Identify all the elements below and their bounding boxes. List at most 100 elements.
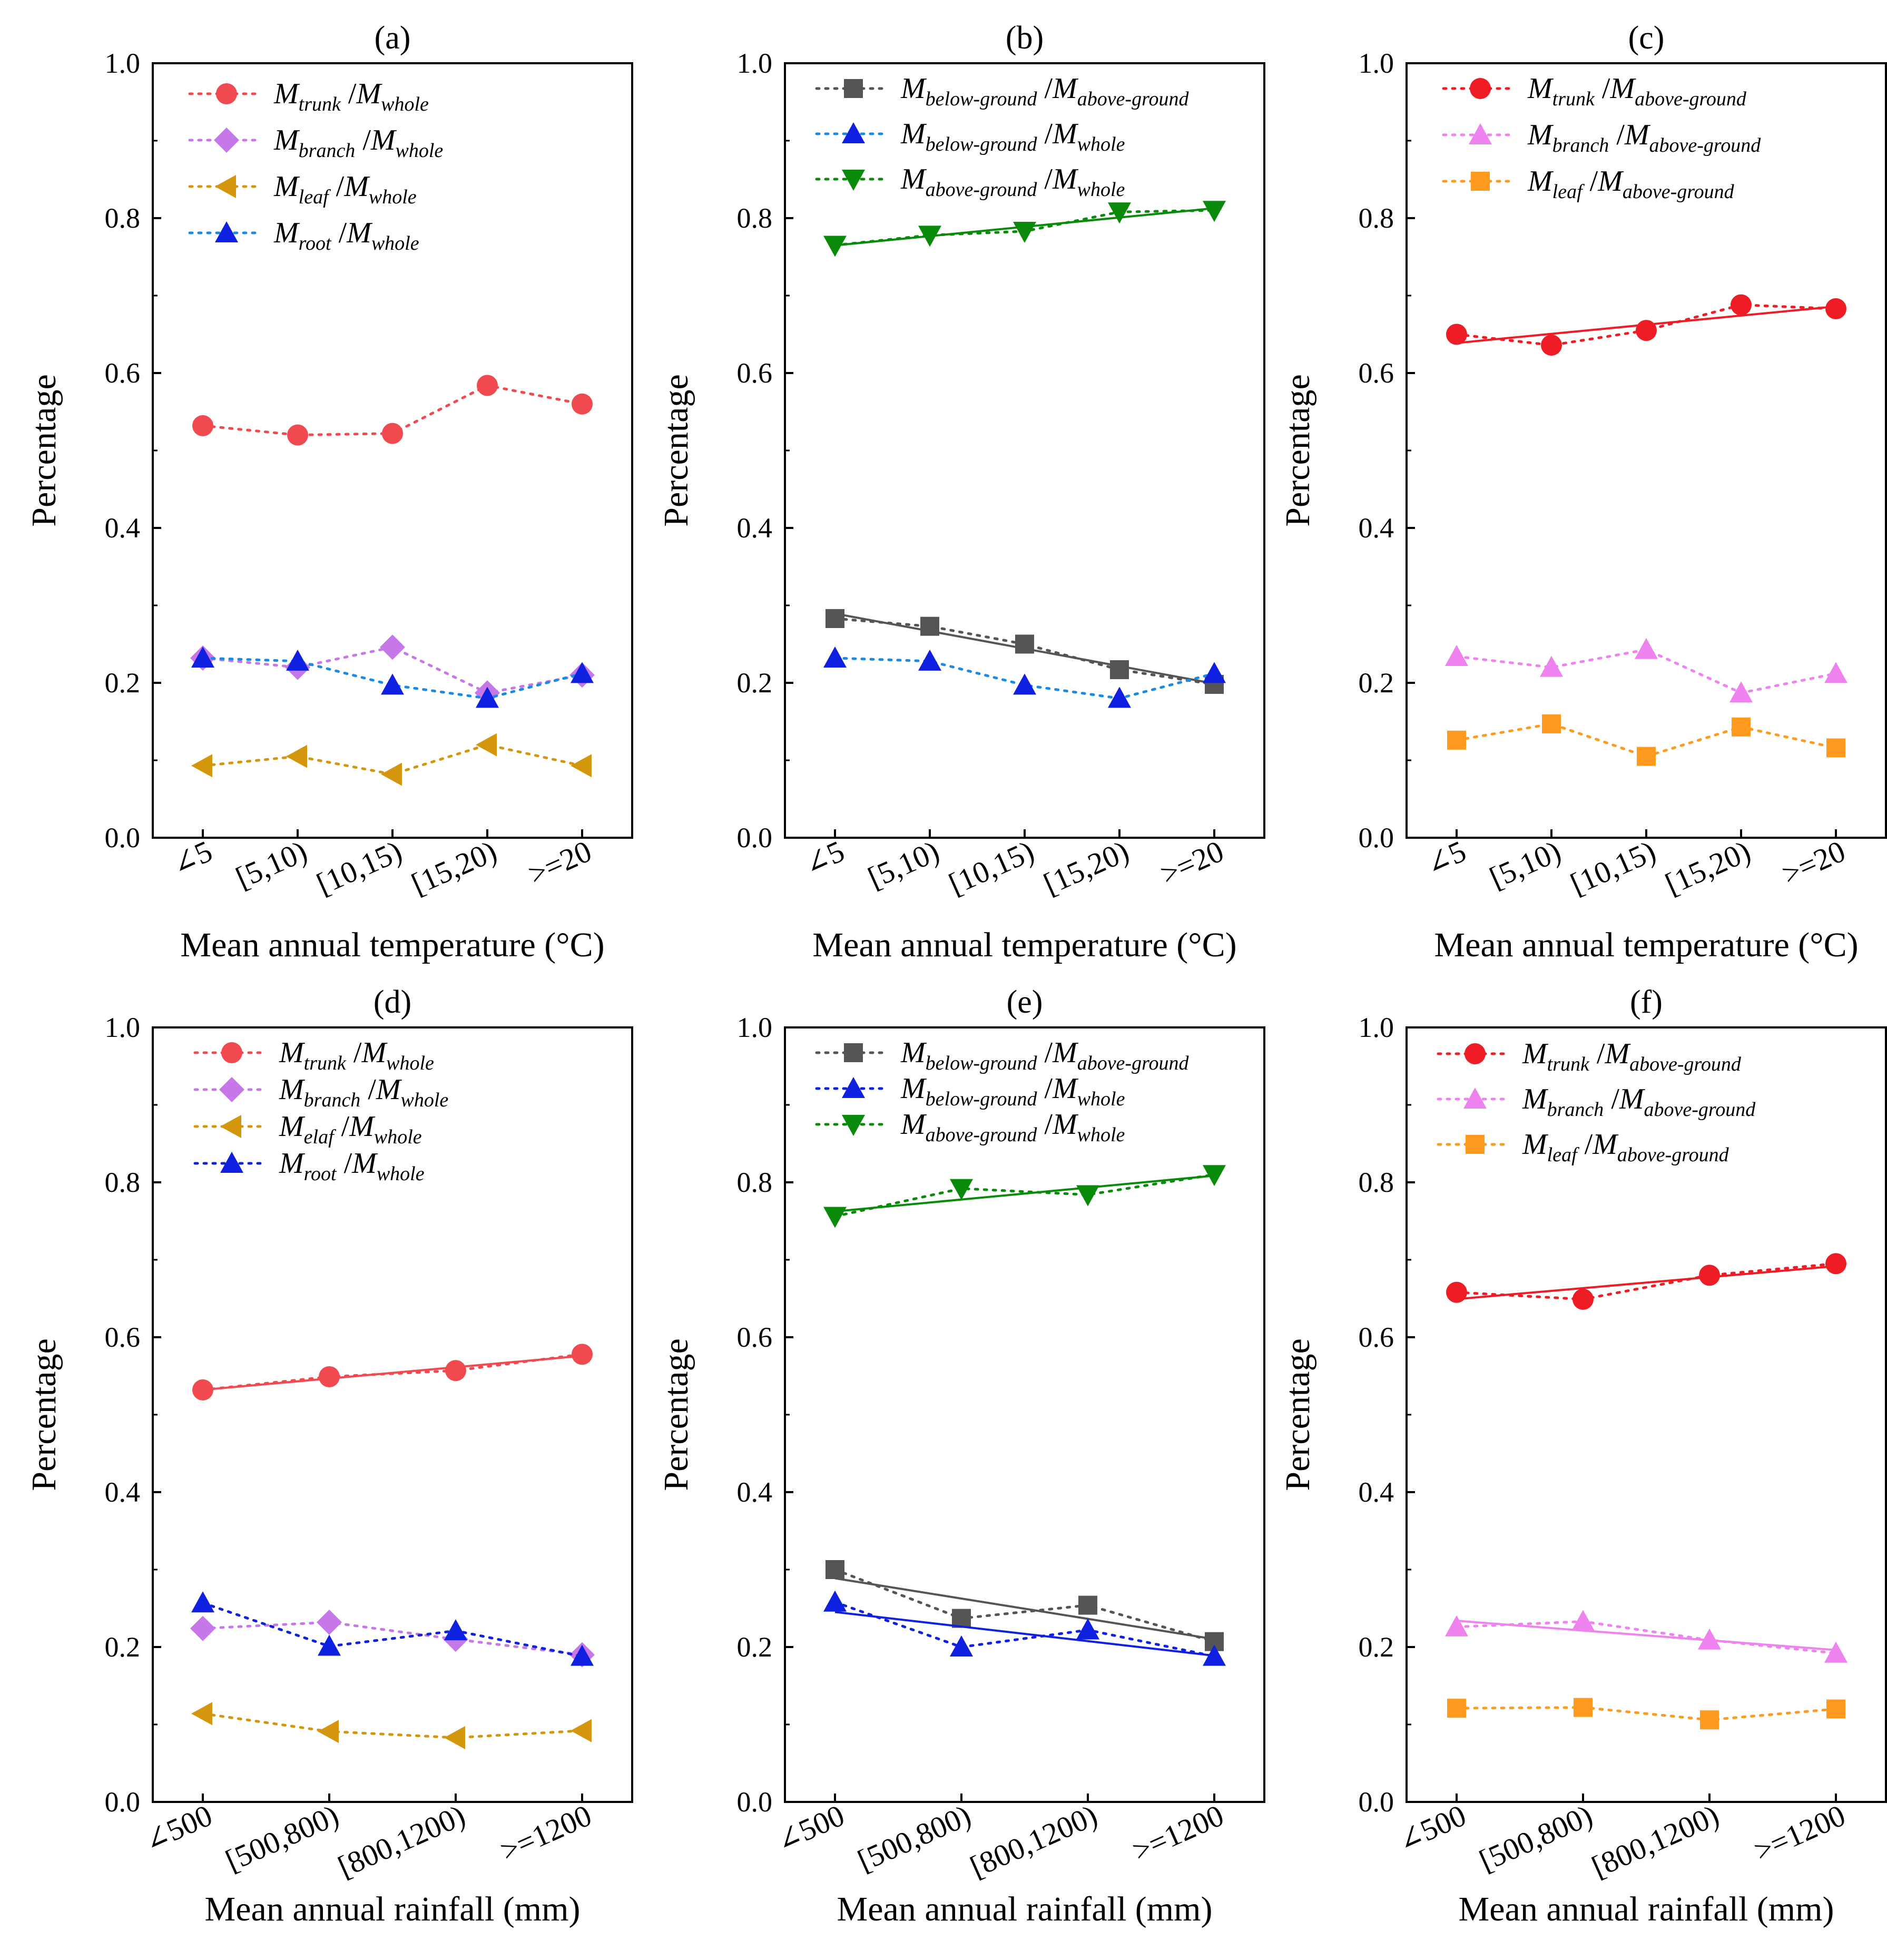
y-tick-label: 0.4 [1359,512,1394,544]
y-axis-label: Percentage [1279,374,1317,527]
data-point [1447,1699,1466,1718]
legend-label: Mroot /Mwhole [279,1147,425,1185]
trend-line [202,1355,583,1391]
data-point [1203,662,1226,683]
data-point [918,649,941,671]
legend-marker [214,128,239,153]
data-point [190,1615,215,1641]
x-tick-label: ∠500 [770,1798,849,1858]
data-point [1729,681,1753,703]
series-leaf-whole [191,733,592,786]
y-tick-label: 0.8 [737,202,773,234]
data-point [1445,645,1468,667]
data-point [1013,673,1036,695]
series-above-ground-whole [823,201,1226,257]
legend-label: Mleaf /Mwhole [273,170,417,208]
x-tick-label: >=20 [1777,834,1850,891]
data-point [950,1635,973,1657]
legend-entry: Mleaf /Mwhole [188,170,417,208]
legend-marker [221,1042,242,1063]
series-dotted-line [201,656,584,700]
legend-marker [216,83,237,104]
data-point [918,226,941,247]
legend-marker [215,221,238,242]
x-tick-label: [800,1200) [1587,1798,1724,1884]
data-point [477,375,498,396]
legend-entry: Mroot /Mwhole [188,217,419,254]
legend-marker [844,79,863,98]
x-axis-label: Mean annual temperature (°C) [180,926,604,964]
x-tick-label: >=1200 [1127,1798,1228,1868]
y-tick-label: 1.0 [105,47,141,79]
panel-b: (b) 0.0 0.2 0.4 0.6 0.8 1.0 ∠5 [5,10) [10,15) [15,… [657,20,1265,964]
legend-label: Mtrunk /Mabove-ground [1522,1037,1742,1075]
legend-marker [1465,1043,1486,1064]
data-point [1698,1628,1721,1650]
x-axis-label: Mean annual rainfall (mm) [837,1890,1213,1928]
data-point [1700,1710,1719,1730]
data-point [823,1590,847,1612]
x-tick-label: [15,20) [1038,834,1134,901]
series-dotted-line [1455,1620,1837,1655]
data-point [318,1634,341,1656]
y-tick-label: 0.4 [105,1476,141,1508]
legend-label: Mroot /Mwhole [273,217,419,254]
legend-entry: Mbranch /Mwhole [193,1073,448,1111]
legend-marker [842,122,865,143]
data-point [1203,1644,1226,1666]
data-point [1108,202,1131,224]
x-tick-label: [15,20) [1660,834,1755,901]
data-point [1826,738,1845,758]
y-tick-label: 0.8 [737,1167,773,1198]
legend-marker [1463,1087,1487,1109]
panel-f: (f) 0.0 0.2 0.4 0.6 0.8 1.0 ∠500 [500,800)[800,1… [1279,984,1887,1928]
series-below-ground-whole [823,646,1226,708]
legend-marker [842,1077,865,1098]
panel-title: (e) [1007,984,1043,1020]
series-trunk-whole [192,375,593,446]
data-point [825,1560,844,1579]
data-point [1203,1165,1226,1187]
data-point [286,744,307,768]
y-tick-label: 1.0 [105,1012,141,1043]
data-point [317,1609,342,1635]
y-tick-label: 0.4 [105,512,141,544]
x-tick-label: [5,10) [231,834,312,895]
y-tick-label: 1.0 [1359,47,1394,79]
series-root-whole [191,1591,594,1666]
x-tick-label: ∠5 [1420,834,1471,881]
data-point [1542,714,1561,733]
data-point [1731,294,1752,316]
data-point [572,1344,593,1365]
legend-entry: Mabove-ground /Mwhole [815,1108,1125,1146]
legend-entry: Mbelow-ground /Mwhole [815,117,1125,155]
y-tick-label: 0.8 [1359,202,1394,234]
series-dotted-line [201,1621,584,1657]
y-tick-label: 0.0 [1359,1786,1394,1818]
legend-label: Mbelow-ground /Mabove-ground [900,1036,1189,1074]
data-point [1732,717,1751,737]
data-point [1541,335,1562,356]
y-tick-label: 0.6 [1359,1321,1394,1353]
trend-line [1456,1620,1836,1651]
legend-label: Mtrunk /Mwhole [273,77,429,115]
y-axis-label: Percentage [25,374,63,527]
legend-entry: Mbranch /Mabove-ground [1442,119,1761,156]
data-point [192,1379,213,1400]
x-tick-label: [800,1200) [333,1798,470,1884]
data-point [381,762,402,786]
data-point [1540,655,1563,677]
data-point [382,423,403,444]
x-tick-label: >=20 [1155,834,1228,891]
series-branch-above-ground [1445,1610,1847,1663]
y-tick-label: 1.0 [1359,1012,1394,1043]
panel-title: (b) [1006,20,1044,56]
data-point [286,649,309,671]
series-dotted-line [833,656,1216,700]
y-tick-label: 0.2 [1359,1631,1394,1663]
data-point [1574,1698,1593,1717]
trend-line [834,1174,1215,1213]
y-tick-label: 0.2 [737,667,773,699]
data-point [476,687,499,708]
y-tick-label: 0.4 [737,512,773,544]
